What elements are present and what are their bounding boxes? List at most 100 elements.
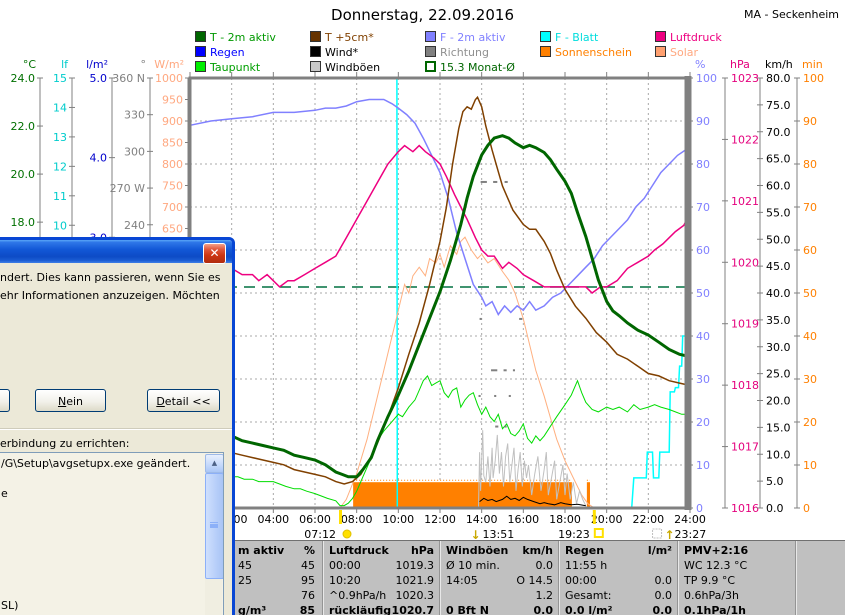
axis-label: 0 bbox=[803, 502, 810, 515]
axis-label: 60 bbox=[803, 244, 817, 257]
axis-label: 750 bbox=[162, 180, 183, 193]
status-cell-label: 0 Bft N bbox=[446, 604, 489, 615]
axis-label: 0.0 bbox=[766, 502, 784, 515]
status-row: 1.2 bbox=[446, 589, 554, 603]
axis-label: 240 bbox=[124, 219, 145, 232]
status-cell-value: 1.2 bbox=[535, 589, 554, 602]
legend-item: Solar bbox=[655, 46, 698, 59]
axis-label: 10:00 bbox=[382, 513, 414, 526]
axis-label: 70 bbox=[803, 201, 817, 214]
legend-label: Wind* bbox=[325, 46, 359, 59]
dialog-message-line1: ndert. Dies kann passieren, wenn Sie es bbox=[0, 271, 221, 284]
axis-label: 40 bbox=[803, 330, 817, 343]
axis-label: 0 bbox=[696, 502, 703, 515]
sun-marker bbox=[592, 510, 596, 524]
status-cell-label: 0.6hPa/3h bbox=[684, 589, 740, 602]
dialog-detail-listbox[interactable]: /G\Setup\avgsetupx.exe geändert. e SL) ▲ bbox=[0, 452, 224, 615]
axis-label: 30.0 bbox=[766, 341, 791, 354]
axis-label: l/m² bbox=[86, 58, 108, 71]
status-cell-value: 76 bbox=[301, 589, 315, 602]
status-cell-value: 0.0 bbox=[652, 604, 673, 615]
status-cell-value: 0.0 bbox=[533, 604, 554, 615]
status-row: 0.1hPa/1h bbox=[684, 604, 790, 615]
legend-item: F - 2m aktiv bbox=[425, 31, 506, 44]
axis-label: 15.0 bbox=[766, 421, 791, 434]
sunrise-icon bbox=[342, 529, 352, 539]
status-cell-label: m aktiv bbox=[238, 544, 285, 557]
axis-label: 20.0 bbox=[11, 168, 36, 181]
status-row: 10:20 1021.9 bbox=[329, 574, 434, 588]
legend-item: Richtung bbox=[425, 46, 489, 59]
axis-label: 90 bbox=[696, 115, 710, 128]
scrollbar-up-icon[interactable]: ▲ bbox=[205, 454, 223, 473]
nein-button[interactable]: Nein bbox=[35, 389, 106, 412]
status-cell-label: 0.1hPa/1h bbox=[684, 604, 747, 615]
axis-label: 10 bbox=[53, 219, 67, 232]
status-cell-label: 11:55 h bbox=[565, 559, 608, 572]
status-cell-value: 0.0 bbox=[535, 559, 554, 572]
legend-swatch-icon bbox=[425, 31, 436, 42]
status-row bbox=[802, 574, 840, 588]
axis-label: W/m² bbox=[154, 58, 184, 71]
axis-label: 20 bbox=[696, 416, 710, 429]
legend-item: Luftdruck bbox=[655, 31, 722, 44]
close-icon[interactable]: ✕ bbox=[203, 243, 226, 264]
dialog-message-line2: ehr Informationen anzuzeigen. Möchten bbox=[0, 289, 220, 302]
ja-button[interactable] bbox=[0, 389, 10, 412]
axis-label: 10 bbox=[696, 459, 710, 472]
axis-label: 330 bbox=[124, 109, 145, 122]
legend-swatch-icon bbox=[195, 31, 206, 42]
axis-label: 50 bbox=[696, 287, 710, 300]
moon-icon bbox=[652, 528, 663, 539]
axis-label: 22.0 bbox=[11, 120, 36, 133]
legend-item: T - 2m aktiv bbox=[195, 31, 276, 44]
series-wind bbox=[479, 495, 586, 507]
axis-label: 1023 bbox=[731, 72, 759, 85]
axis-label: 10.0 bbox=[766, 448, 791, 461]
axis-label: 13:51 bbox=[483, 528, 515, 540]
axis-label: 60 bbox=[696, 244, 710, 257]
axis-label: 30 bbox=[803, 373, 817, 386]
axis-label: 20.0 bbox=[766, 395, 791, 408]
dialog-window[interactable]: ✕ ndert. Dies kann passieren, wenn Sie e… bbox=[0, 237, 235, 615]
detail-button[interactable]: Detail << bbox=[147, 389, 220, 412]
series-windb-en bbox=[478, 430, 587, 509]
dialog-titlebar[interactable]: ✕ bbox=[0, 240, 232, 264]
legend-label: F - 2m aktiv bbox=[440, 31, 506, 44]
axis-label: ° bbox=[141, 58, 147, 71]
axis-label: 1021 bbox=[731, 195, 759, 208]
axis-label: 55.0 bbox=[766, 206, 791, 219]
scrollbar-thumb[interactable] bbox=[205, 473, 223, 579]
scrollbar[interactable]: ▲ bbox=[205, 454, 223, 615]
status-row: ^0.9hPa/h 1020.3 bbox=[329, 589, 434, 603]
series-f-blatt bbox=[190, 77, 691, 509]
axis-label: 24.0 bbox=[11, 72, 36, 85]
status-column: Regen l/m² 11:55 h 00:00 0.0 Gesamt: 0.0 0.0 l/… bbox=[558, 541, 679, 615]
status-cell-value: l/m² bbox=[647, 544, 672, 557]
axis-label: 24:00 bbox=[674, 513, 706, 526]
status-row: Ø 10 min. 0.0 bbox=[446, 559, 553, 573]
status-row bbox=[802, 544, 840, 558]
axis-label: 14 bbox=[53, 101, 67, 114]
legend-swatch-icon bbox=[195, 46, 206, 57]
legend-swatch-icon bbox=[655, 46, 666, 57]
legend-item: Taupunkt bbox=[195, 61, 260, 74]
series-taupunkt bbox=[189, 374, 690, 507]
axis-label: % bbox=[695, 58, 705, 71]
legend-swatch-icon bbox=[655, 31, 666, 42]
axis-label: 4.0 bbox=[90, 152, 108, 165]
axis-label: 1017 bbox=[731, 441, 759, 454]
axis-label: 1022 bbox=[731, 133, 759, 146]
axis-label: 40.0 bbox=[766, 287, 791, 300]
status-row: 76 bbox=[238, 589, 315, 603]
axis-label: 80 bbox=[803, 158, 817, 171]
status-row: 00:00 0.0 bbox=[565, 574, 672, 588]
legend-label: F - Blatt bbox=[555, 31, 599, 44]
status-cell-label: Windböen bbox=[446, 544, 509, 557]
axis-label: 11 bbox=[53, 190, 67, 203]
axis-label: 50.0 bbox=[766, 233, 791, 246]
axis-label: 80 bbox=[696, 158, 710, 171]
axis-label: 13 bbox=[53, 131, 67, 144]
axis-label: 360 N bbox=[112, 72, 145, 85]
